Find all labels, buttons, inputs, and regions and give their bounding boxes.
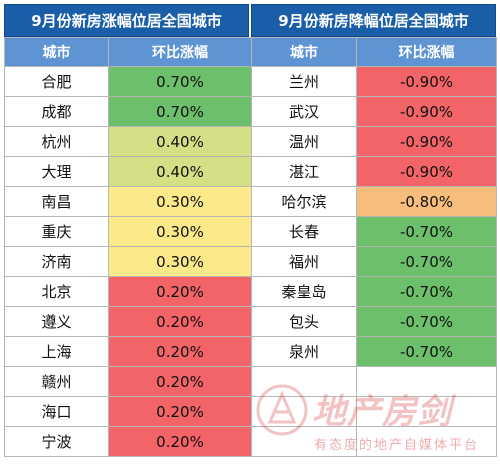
rise-change-cell: 0.30% [108,246,252,277]
rise-change-cell: 0.20% [108,366,252,397]
rise-change-cell: 0.20% [108,336,252,367]
rise-change-cell: 0.20% [108,426,252,457]
fall-change-cell: -0.90% [356,156,497,187]
fall-city-cell: 泉州 [251,336,357,367]
fall-city-cell: 长春 [251,216,357,247]
empty-cell [251,426,357,457]
table-row: 上海 0.20% 泉州 -0.70% [4,336,497,367]
fall-change-cell: -0.90% [356,96,497,127]
fall-city-cell: 武汉 [251,96,357,127]
table-row: 南昌 0.30% 哈尔滨 -0.80% [4,186,497,217]
fall-change-header: 环比涨幅 [356,37,497,67]
rise-city-cell: 成都 [4,96,109,127]
fall-city-cell: 秦皇岛 [251,276,357,307]
rise-change-cell: 0.20% [108,306,252,337]
fall-city-cell: 哈尔滨 [251,186,357,217]
rise-change-cell: 0.20% [108,396,252,427]
rise-city-cell: 重庆 [4,216,109,247]
fall-city-cell: 包头 [251,306,357,337]
table-row: 大理 0.40% 湛江 -0.90% [4,156,497,187]
fall-table-title: 9月份新房降幅位居全国城市 [251,4,496,37]
fall-change-cell: -0.70% [356,276,497,307]
rise-change-cell: 0.70% [108,66,252,97]
header-row: 城市 环比涨幅 城市 环比涨幅 [4,37,497,67]
rise-city-cell: 赣州 [4,366,109,397]
fall-change-cell: -0.80% [356,186,497,217]
title-row: 9月份新房涨幅位居全国城市 9月份新房降幅位居全国城市 [4,4,496,37]
tables-container: 9月份新房涨幅位居全国城市 9月份新房降幅位居全国城市 城市 环比涨幅 城市 环… [4,4,497,466]
rise-city-cell: 海口 [4,396,109,427]
empty-cell [356,396,497,427]
rise-change-cell: 0.30% [108,216,252,247]
rise-city-cell: 宁波 [4,426,109,457]
rise-city-header: 城市 [4,37,109,67]
table-row: 重庆 0.30% 长春 -0.70% [4,216,497,247]
rise-change-cell: 0.40% [108,156,252,187]
table-row: 杭州 0.40% 温州 -0.90% [4,126,497,157]
fall-change-cell: -0.70% [356,216,497,247]
rise-city-cell: 南昌 [4,186,109,217]
ranking-table: 城市 环比涨幅 城市 环比涨幅 合肥 0.70% 兰州 -0.90% 成都 0.70% 武汉… [4,37,497,457]
rise-city-cell: 合肥 [4,66,109,97]
rise-city-cell: 杭州 [4,126,109,157]
rise-city-cell: 上海 [4,336,109,367]
fall-city-cell: 福州 [251,246,357,277]
table-row: 合肥 0.70% 兰州 -0.90% [4,66,497,97]
empty-cell [356,426,497,457]
fall-city-cell: 温州 [251,126,357,157]
fall-change-cell: -0.70% [356,246,497,277]
fall-city-cell: 兰州 [251,66,357,97]
rise-change-cell: 0.40% [108,126,252,157]
fall-city-header: 城市 [251,37,357,67]
rise-table-title: 9月份新房涨幅位居全国城市 [4,4,249,37]
table-row: 北京 0.20% 秦皇岛 -0.70% [4,276,497,307]
rise-city-cell: 大理 [4,156,109,187]
rise-change-cell: 0.30% [108,186,252,217]
fall-change-cell: -0.90% [356,66,497,97]
rise-change-cell: 0.70% [108,96,252,127]
rise-change-cell: 0.20% [108,276,252,307]
empty-cell [251,396,357,427]
table-row: 济南 0.30% 福州 -0.70% [4,246,497,277]
empty-cell [251,366,357,397]
empty-cell [356,366,497,397]
table-row: 赣州 0.20% [4,366,497,397]
table-body: 合肥 0.70% 兰州 -0.90% 成都 0.70% 武汉 -0.90% 杭州 0.40% 温州 -… [4,66,497,457]
table-row: 成都 0.70% 武汉 -0.90% [4,96,497,127]
table-row: 海口 0.20% [4,396,497,427]
rise-change-header: 环比涨幅 [108,37,252,67]
rise-city-cell: 遵义 [4,306,109,337]
fall-change-cell: -0.70% [356,336,497,367]
rise-city-cell: 北京 [4,276,109,307]
fall-change-cell: -0.90% [356,126,497,157]
table-row: 遵义 0.20% 包头 -0.70% [4,306,497,337]
fall-change-cell: -0.70% [356,306,497,337]
table-row: 宁波 0.20% [4,426,497,457]
rise-city-cell: 济南 [4,246,109,277]
fall-city-cell: 湛江 [251,156,357,187]
